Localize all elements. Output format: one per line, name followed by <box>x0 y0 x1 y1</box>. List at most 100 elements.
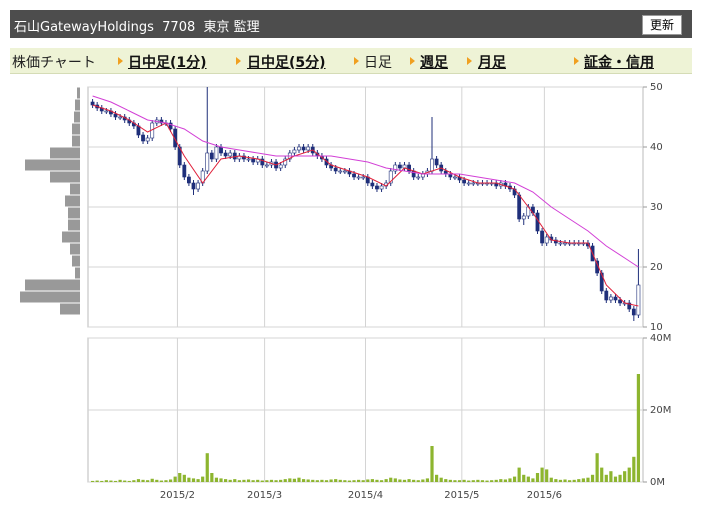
candle-body <box>517 194 522 220</box>
refresh-button[interactable]: 更新 <box>642 15 682 35</box>
volume-bar <box>467 480 471 482</box>
tab-marker <box>574 57 579 65</box>
volume-bar <box>256 479 260 482</box>
volume-profile-bar <box>50 147 80 159</box>
volume-bar <box>260 480 264 482</box>
y-tick-label: 40M <box>650 333 671 344</box>
x-tick-label: 2015/5 <box>444 490 479 501</box>
candle-body <box>471 182 476 185</box>
volume-bar <box>146 480 150 482</box>
candle-body <box>388 170 393 184</box>
y-tick-label: 40 <box>650 142 663 153</box>
candle-body <box>223 152 228 157</box>
volume-bar <box>334 479 338 482</box>
candle-body <box>407 164 411 172</box>
volume-profile-bar <box>72 123 80 135</box>
tab-label: 株価チャート <box>12 55 96 71</box>
candle-body <box>301 146 306 151</box>
candle-body <box>333 167 338 172</box>
candle-body <box>297 146 301 151</box>
candle-body <box>453 176 457 179</box>
volume-bar <box>457 480 462 482</box>
volume-profile-bar <box>74 111 80 123</box>
volume-profile-bar <box>65 195 80 207</box>
candle-body <box>563 242 567 245</box>
volume-bar <box>205 453 209 482</box>
candle-body <box>631 308 636 316</box>
x-tick-label: 2015/3 <box>247 490 282 501</box>
volume-bar <box>201 476 205 482</box>
volume-bar <box>421 479 425 482</box>
tab-marker <box>467 57 472 65</box>
volume-bar <box>632 456 636 482</box>
volume-bar <box>586 477 590 482</box>
tab[interactable]: 日中足(1分) <box>128 55 207 71</box>
x-tick-label: 2015/2 <box>160 490 195 501</box>
candle-body <box>264 164 269 167</box>
volume-profile-bar <box>62 231 80 243</box>
volume-profile-bar <box>72 135 80 147</box>
volume-bar <box>168 479 173 482</box>
candle-body <box>141 134 145 142</box>
volume-bar <box>224 479 228 482</box>
candle-body <box>196 182 200 190</box>
volume-bar <box>627 467 631 482</box>
volume-bar <box>522 474 526 482</box>
candle-body <box>544 236 549 244</box>
candle-body <box>292 149 297 154</box>
volume-bar <box>100 480 104 482</box>
volume-bar <box>155 479 159 482</box>
volume-bar <box>563 479 567 482</box>
volume-profile-bar <box>60 303 80 315</box>
candle-body <box>375 185 379 190</box>
volume-bar <box>430 446 434 482</box>
tab[interactable]: 証金・信用 <box>584 55 654 71</box>
volume-bar <box>113 480 118 482</box>
candle-body <box>187 176 191 184</box>
tab[interactable]: 日中足(5分) <box>247 55 326 71</box>
volume-bar <box>343 480 347 482</box>
volume-bar <box>233 479 237 482</box>
volume-bar <box>384 479 388 482</box>
candle-body <box>338 170 343 173</box>
tab-current: 日足 <box>364 55 392 71</box>
candle-body <box>136 125 141 136</box>
y-tick-label: 20 <box>650 262 663 273</box>
volume-bar <box>549 477 553 482</box>
volume-bar <box>315 480 319 482</box>
volume-bar <box>545 469 549 482</box>
volume-bar <box>439 477 443 482</box>
volume-profile-bar <box>20 291 80 303</box>
volume-bar <box>503 479 507 482</box>
volume-profile-bar <box>72 255 80 267</box>
volume-profile-bar <box>75 99 80 111</box>
candle-body <box>393 164 398 172</box>
candle-body <box>462 179 467 184</box>
candle-body <box>182 164 187 178</box>
candle-body <box>90 101 95 106</box>
volume-bar <box>288 478 292 482</box>
volume-bar <box>407 479 411 482</box>
candle-body <box>214 146 219 160</box>
volume-bar <box>237 480 241 482</box>
volume-bar <box>196 479 200 482</box>
y-tick-label: 20M <box>650 405 671 416</box>
candle-body <box>466 182 471 185</box>
candle-body <box>283 158 288 166</box>
tab-marker <box>118 57 123 65</box>
candle-body <box>361 176 366 179</box>
candle-body <box>251 158 256 163</box>
volume-bar <box>251 480 255 482</box>
volume-bar <box>210 473 214 482</box>
candle-body <box>558 242 563 245</box>
candle-body <box>306 146 311 151</box>
tab[interactable]: 週足 <box>420 55 448 71</box>
candle-body <box>416 176 421 179</box>
y-tick-label: 30 <box>650 202 663 213</box>
volume-bar <box>480 480 485 482</box>
tab[interactable]: 月足 <box>478 55 506 71</box>
volume-bar <box>600 467 604 482</box>
volume-bar <box>595 453 599 482</box>
